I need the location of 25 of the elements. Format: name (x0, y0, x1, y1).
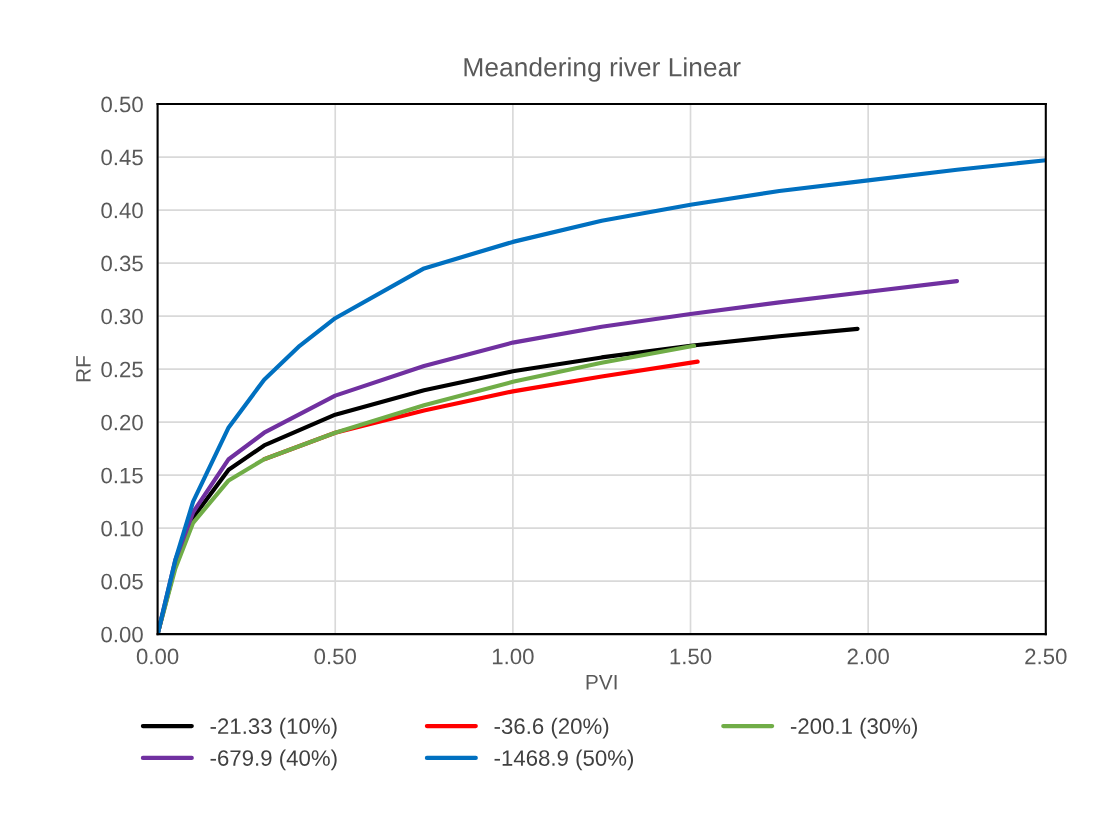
y-tick-label: 0.45 (101, 149, 143, 166)
x-tick-label: 0.00 (136, 648, 179, 665)
y-tick-label: 0.40 (101, 202, 143, 219)
y-tick-label: 0.10 (101, 520, 143, 537)
y-axis-title: RF (76, 356, 91, 382)
y-tick-label: 0.50 (101, 96, 143, 113)
x-tick-label: 1.00 (492, 648, 534, 665)
y-tick-label: 0.05 (101, 573, 143, 590)
y-tick-label: 0.00 (101, 626, 143, 643)
x-tick-label: 2.50 (1025, 648, 1067, 665)
legend-label: -21.33 (10%) (210, 717, 337, 739)
y-tick-label: 0.15 (101, 467, 143, 484)
legend-label: -200.1 (30%) (790, 717, 918, 739)
y-tick-label: 0.20 (101, 414, 143, 431)
legend-label: -36.6 (20%) (494, 717, 609, 739)
chart-title: Meandering river Linear (464, 57, 741, 82)
x-tick-label: 1.50 (670, 648, 712, 665)
x-tick-label: 2.00 (847, 648, 889, 665)
x-axis-title: PVI (586, 675, 617, 690)
legend-label: -679.9 (40%) (210, 749, 337, 771)
y-tick-label: 0.25 (101, 361, 143, 378)
x-tick-label: 0.50 (314, 648, 356, 665)
y-tick-label: 0.35 (101, 255, 143, 272)
legend-label: -1468.9 (50%) (494, 749, 633, 771)
y-tick-label: 0.30 (101, 308, 143, 325)
